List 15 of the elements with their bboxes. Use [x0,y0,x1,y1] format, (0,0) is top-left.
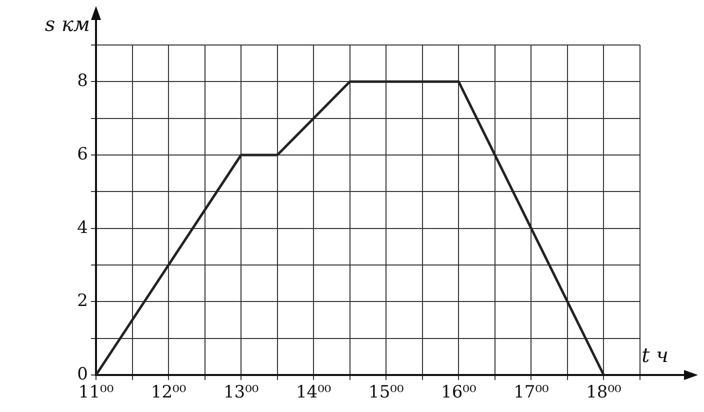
y-tick-label: 2 [77,291,88,312]
x-tick-label: 12⁰⁰ [150,382,186,403]
y-tick-label: 6 [77,144,88,164]
y-axis-title: s км [44,12,90,36]
y-tick-label: 8 [77,71,88,92]
x-tick-label: 17⁰⁰ [514,382,550,403]
x-tick-label: 13⁰⁰ [223,382,259,403]
x-tick-label: 16⁰⁰ [441,382,476,403]
x-axis-title: t ч [642,343,668,368]
x-tick-label: 11⁰⁰ [78,382,114,403]
y-tick-label: 4 [77,218,88,238]
y-tick-label: 0 [77,364,88,384]
x-tick-label: 14⁰⁰ [296,382,332,403]
x-tick-label: 18⁰⁰ [586,382,622,403]
x-tick-label: 15⁰⁰ [368,382,404,403]
